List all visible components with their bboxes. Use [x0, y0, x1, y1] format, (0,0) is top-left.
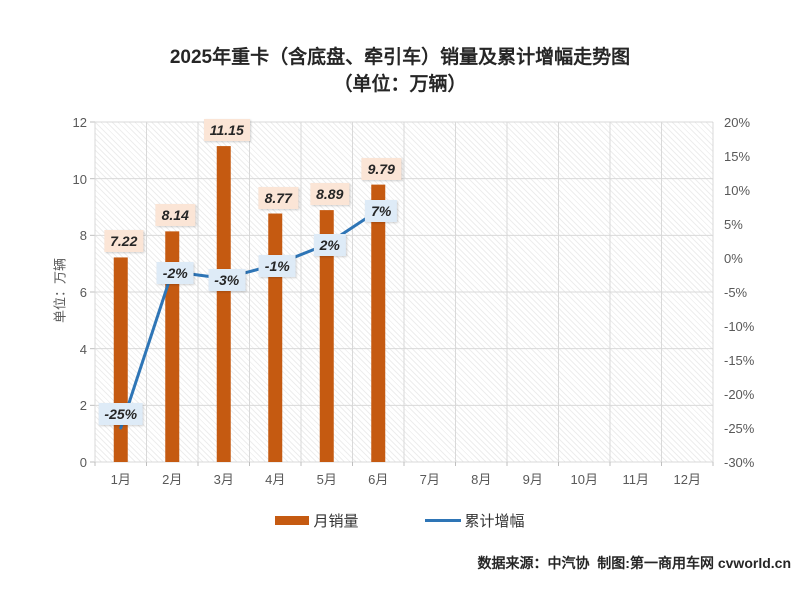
y-axis-right-label-20%: 20% — [724, 115, 751, 130]
y-axis-right-label--20%: -20% — [724, 387, 755, 402]
y-axis-right-label--30%: -30% — [724, 455, 755, 470]
line-data-label-6月: 7% — [365, 200, 398, 223]
x-axis-label-4月: 4月 — [265, 472, 286, 487]
bar-data-label-6月: 9.79 — [361, 157, 401, 180]
bar-5月 — [319, 210, 334, 462]
bar-4月 — [268, 213, 283, 462]
x-axis-label-9月: 9月 — [522, 472, 543, 487]
legend-item-monthly-sales: 月销量 — [275, 510, 359, 531]
y-axis-left-label-4: 4 — [79, 341, 87, 357]
line-data-label-5月: 2% — [313, 234, 346, 257]
bar-data-label-1月: 7.22 — [104, 230, 144, 253]
x-axis-label-5月: 5月 — [316, 472, 337, 487]
x-axis-label-7月: 7月 — [419, 472, 440, 487]
line-data-label-2月: -2% — [156, 261, 194, 284]
y-axis-left-label-6: 6 — [79, 285, 87, 300]
chart-title-line2: （单位：万辆） — [333, 74, 467, 95]
y-axis-left-label-2: 2 — [79, 398, 87, 414]
legend-swatch-line — [424, 518, 461, 522]
legend-label-cumulative-growth: 累计增幅 — [464, 512, 525, 530]
bar-data-label-3月: 11.15 — [203, 119, 250, 142]
y-axis-right-label-5%: 5% — [724, 217, 743, 232]
bar-data-label-2月: 8.14 — [155, 204, 195, 227]
bar-3月 — [216, 146, 231, 463]
y-axis-right-label--10%: -10% — [724, 319, 755, 334]
y-axis-left-label-10: 10 — [72, 171, 87, 187]
y-axis-left-label-8: 8 — [79, 228, 87, 244]
bar-data-label-5月: 8.89 — [310, 183, 350, 206]
y-axis-left-label-0: 0 — [79, 455, 87, 470]
legend-swatch-bar — [275, 515, 310, 525]
bar-2月 — [165, 231, 180, 462]
x-axis-label-1月: 1月 — [110, 472, 131, 487]
legend-label-monthly-sales: 月销量 — [313, 512, 359, 530]
footer-source: 数据来源：中汽协 制图:第一商用车网 cvworld.cn — [477, 555, 791, 571]
x-axis-label-11月: 11月 — [622, 472, 650, 487]
bar-6月 — [371, 184, 386, 462]
y-axis-right-label-10%: 10% — [724, 183, 751, 198]
x-axis-label-3月: 3月 — [213, 472, 234, 487]
y-axis-right-label--5%: -5% — [724, 285, 748, 300]
y-axis-right-label--25%: -25% — [724, 421, 755, 436]
chart-svg — [90, 121, 714, 466]
x-axis-label-6月: 6月 — [368, 472, 389, 487]
x-axis-label-2月: 2月 — [162, 472, 183, 487]
chart-title: 2025年重卡（含底盘、牵引车）销量及累计增幅走势图 （单位：万辆） — [0, 44, 800, 98]
legend-item-cumulative-growth: 累计增幅 — [424, 510, 525, 531]
chart-title-line1: 2025年重卡（含底盘、牵引车）销量及累计增幅走势图 — [169, 47, 631, 68]
line-data-label-4月: -1% — [258, 254, 296, 277]
bar-1月 — [113, 257, 128, 462]
y-axis-right-label-15%: 15% — [724, 149, 751, 164]
x-axis-label-10月: 10月 — [570, 472, 598, 487]
bar-data-label-4月: 8.77 — [258, 186, 298, 209]
line-data-label-3月: -3% — [208, 269, 246, 292]
legend: 月销量 累计增幅 — [0, 507, 800, 533]
x-axis-label-12月: 12月 — [673, 472, 701, 487]
y-axis-right-label--15%: -15% — [724, 353, 755, 368]
y-axis-right-label-0%: 0% — [724, 251, 743, 266]
y-axis-left-label-12: 12 — [72, 115, 87, 130]
line-data-label-1月: -25% — [98, 403, 144, 425]
x-axis-label-8月: 8月 — [471, 472, 492, 487]
